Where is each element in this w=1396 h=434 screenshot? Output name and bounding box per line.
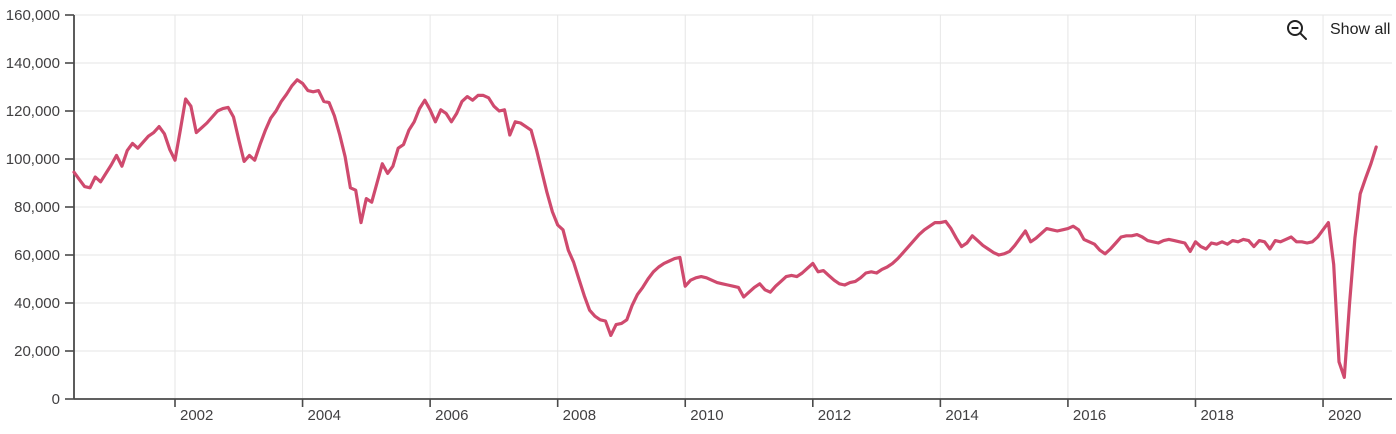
show-all-button[interactable]: Show all	[1286, 18, 1390, 42]
y-axis-tick-label: 40,000	[14, 295, 60, 312]
x-axis-tick-label: 2004	[308, 407, 341, 424]
y-axis-tick-label: 60,000	[14, 247, 60, 264]
axis-labels: 0 20,000 40,000 60,000 80,000 100,000 120,000 1…	[6, 7, 1362, 424]
gridlines	[74, 14, 1392, 399]
y-axis-tick-label: 160,000	[6, 7, 60, 24]
x-axis-tick-label: 2008	[563, 407, 596, 424]
x-axis-tick-label: 2016	[1073, 407, 1106, 424]
y-axis-tick-label: 100,000	[6, 151, 60, 168]
y-axis-tick-label: 80,000	[14, 199, 60, 216]
series-line	[72, 78, 1378, 379]
y-axis-tick-label: 20,000	[14, 343, 60, 360]
x-axis-tick-label: 2014	[945, 407, 978, 424]
axes	[65, 14, 1392, 407]
x-axis-tick-label: 2006	[435, 407, 468, 424]
x-axis-tick-label: 2012	[818, 407, 851, 424]
x-axis-tick-label: 2018	[1200, 407, 1233, 424]
x-axis-tick-label: 2010	[690, 407, 723, 424]
series-group	[72, 78, 1378, 379]
x-axis-tick-label: 2020	[1328, 407, 1361, 424]
y-axis-tick-label: 0	[52, 391, 60, 408]
zoom-out-icon	[1287, 20, 1307, 40]
x-axis-tick-label: 2002	[180, 407, 213, 424]
y-axis-tick-label: 120,000	[6, 103, 60, 120]
plot-area[interactable]	[74, 15, 1392, 399]
y-axis-tick-label: 140,000	[6, 55, 60, 72]
show-all-label: Show all	[1330, 21, 1391, 38]
